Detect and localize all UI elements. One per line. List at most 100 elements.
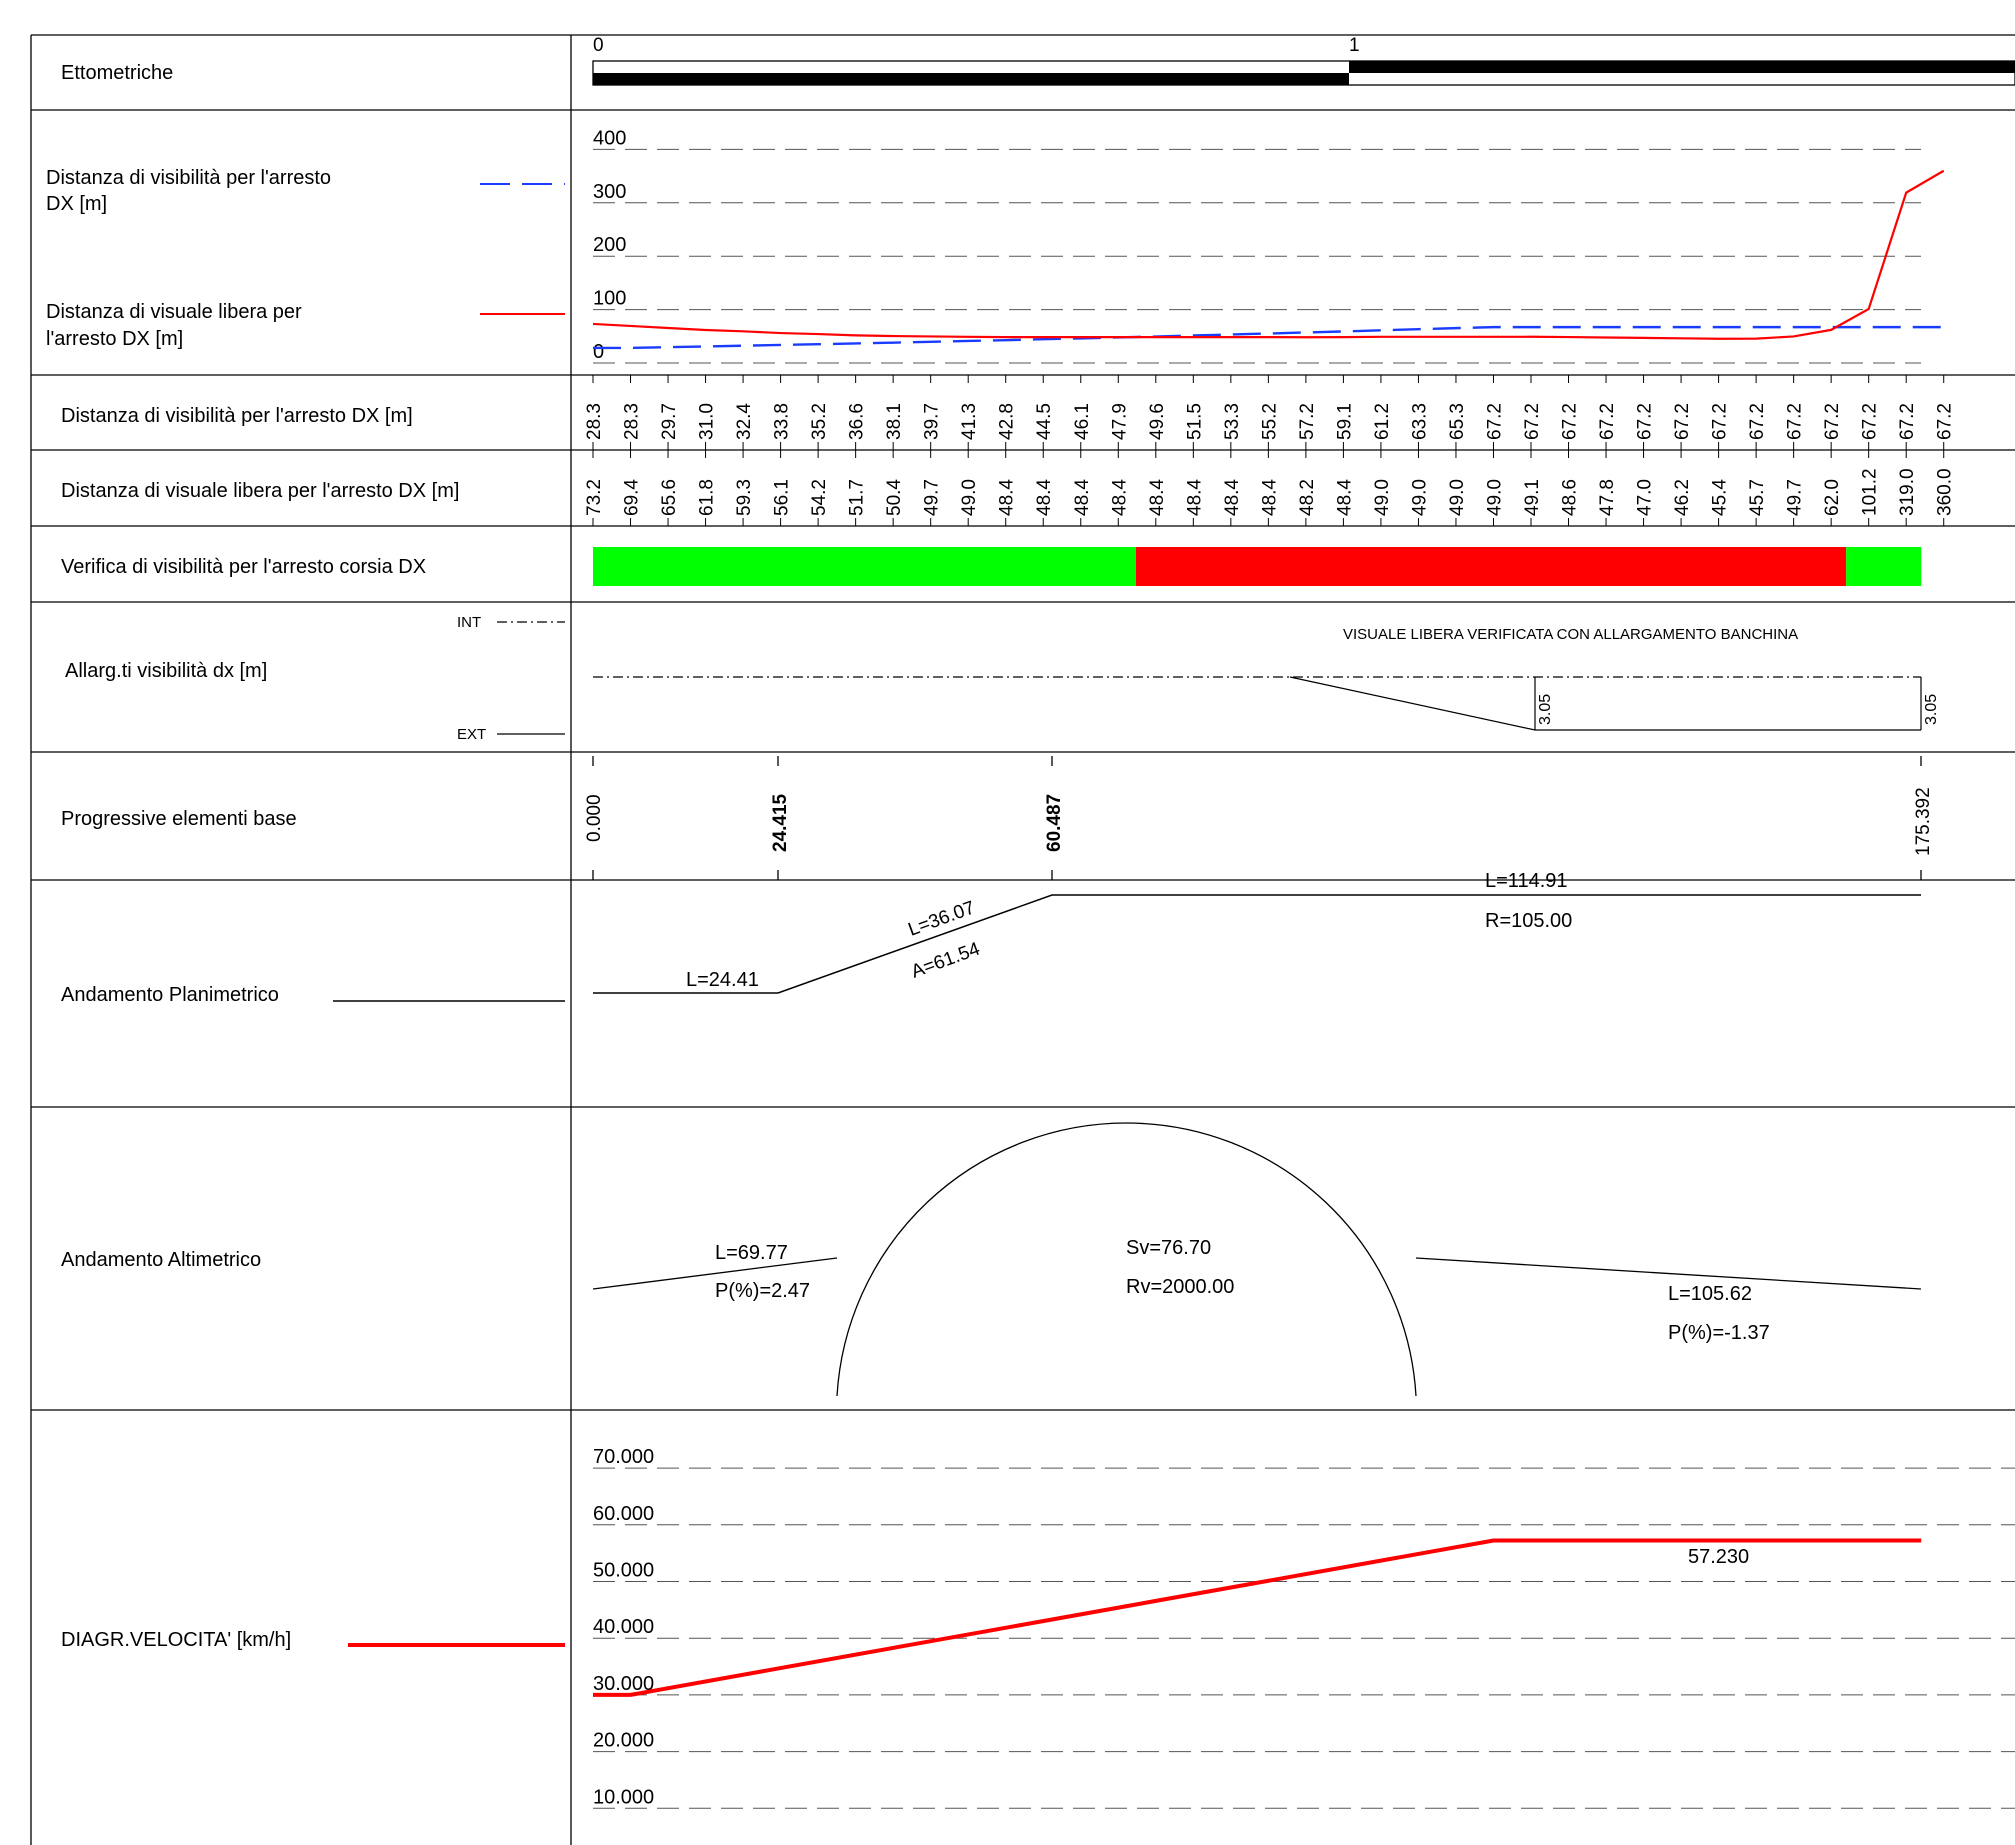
progressive-ticks xyxy=(592,756,1922,880)
stopping-sight-value: 67.2 xyxy=(1560,403,1581,440)
verification-ok-segment xyxy=(1846,547,1922,586)
speed-tick-label: 20.000 xyxy=(593,1730,654,1752)
stopping-sight-value: 32.4 xyxy=(734,403,755,440)
free-sight-value: 48.4 xyxy=(1222,479,1243,516)
stopping-sight-value: 67.2 xyxy=(1747,403,1768,440)
plan-label-curve-radius: R=105.00 xyxy=(1485,910,1572,932)
free-sight-value: 54.2 xyxy=(809,479,830,516)
sight-tick-label: 300 xyxy=(593,181,626,203)
row-verification: Verifica di visibilità per l'arresto cor… xyxy=(61,547,1922,586)
stopping-sight-values: 28.3 28.3 29.7 31.0 32.4 33.8 35.2 36.6 38.1 39.7… xyxy=(584,375,1956,450)
stopping-sight-value: 29.7 xyxy=(659,403,680,440)
legend-free-line1: Distanza di visuale libera per xyxy=(46,301,302,323)
alt-label-length-in: L=69.77 xyxy=(715,1242,788,1264)
free-sight-value: 49.7 xyxy=(1785,479,1806,516)
stopping-sight-value: 57.2 xyxy=(1297,403,1318,440)
speed-tick-label: 60.000 xyxy=(593,1503,654,1525)
speed-plot xyxy=(593,1538,1922,1697)
legend-stopping-line1: Distanza di visibilità per l'arresto xyxy=(46,167,331,189)
stopping-sight-value: 44.5 xyxy=(1034,403,1055,440)
free-sight-value: 69.4 xyxy=(622,479,643,516)
sight-tick-label: 0 xyxy=(593,341,604,363)
free-sight-value: 48.4 xyxy=(1109,479,1130,516)
free-sight-value: 49.0 xyxy=(1484,479,1505,516)
stopping-sight-value: 67.2 xyxy=(1897,403,1918,440)
series-stopping-sight-line xyxy=(593,325,1944,350)
alt-label-grade-in: P(%)=2.47 xyxy=(715,1280,810,1302)
speed-line xyxy=(593,1538,1922,1697)
free-sight-value: 47.0 xyxy=(1635,479,1656,516)
alt-label-sv: Sv=76.70 xyxy=(1126,1237,1211,1259)
free-sight-value: 48.4 xyxy=(1034,479,1055,516)
stopping-sight-value: 42.8 xyxy=(997,403,1018,440)
alt-vertical-curve xyxy=(836,1122,1417,1397)
row-label-widening: Allarg.ti visibilità dx [m] xyxy=(65,660,267,682)
stopping-sight-value: 67.2 xyxy=(1822,403,1843,440)
speed-value-label: 57.230 xyxy=(1688,1546,1749,1568)
stopping-sight-value: 38.1 xyxy=(884,403,905,440)
stopping-sight-value: 67.2 xyxy=(1672,403,1693,440)
progressive-value-3: 175.392 xyxy=(1913,787,1934,856)
ext-label: EXT xyxy=(457,726,486,743)
stopping-sight-value: 39.7 xyxy=(922,403,943,440)
widening-note: VISUALE LIBERA VERIFICATA CON ALLARGAMEN… xyxy=(1343,626,1798,643)
sight-y-axis: 400 300 200 100 0 xyxy=(593,127,1921,364)
row-free-sight: Distanza di visuale libera per l'arresto… xyxy=(61,450,1956,526)
stopping-sight-value: 33.8 xyxy=(772,403,793,440)
alt-label-rv: Rv=2000.00 xyxy=(1126,1276,1234,1298)
speed-tick-label: 40.000 xyxy=(593,1616,654,1638)
verification-bar xyxy=(593,547,1922,586)
free-sight-value: 49.1 xyxy=(1522,479,1543,516)
row-label-verification: Verifica di visibilità per l'arresto cor… xyxy=(61,556,426,578)
stopping-sight-value: 61.2 xyxy=(1372,403,1393,440)
row-label-planimetric: Andamento Planimetrico xyxy=(61,984,279,1006)
row-label-ettometriche: Ettometriche xyxy=(61,62,173,84)
progressive-value-2: 60.487 xyxy=(1044,794,1065,852)
stopping-sight-value: 63.3 xyxy=(1409,403,1430,440)
stopping-sight-value: 35.2 xyxy=(809,403,830,440)
free-sight-values: 73.2 69.4 65.6 61.8 59.3 56.1 54.2 51.7 50.4 49.7… xyxy=(584,450,1956,526)
row-stopping-sight: Distanza di visibilità per l'arresto DX … xyxy=(61,375,1956,450)
free-sight-value: 47.8 xyxy=(1597,479,1618,516)
planimetric-profile xyxy=(593,894,1921,994)
stopping-sight-value: 28.3 xyxy=(622,403,643,440)
free-sight-value: 45.7 xyxy=(1747,479,1768,516)
row-label-stopping-sight: Distanza di visibilità per l'arresto DX … xyxy=(61,405,413,427)
widening-value-1: 3.05 xyxy=(1537,694,1554,725)
free-sight-value: 59.3 xyxy=(734,479,755,516)
stopping-sight-value: 36.6 xyxy=(847,403,868,440)
free-sight-value: 49.0 xyxy=(1372,479,1393,516)
ettometric-bar-segment-1 xyxy=(1349,61,2015,73)
free-sight-value: 49.0 xyxy=(1409,479,1430,516)
free-sight-value: 48.4 xyxy=(1147,479,1168,516)
free-sight-value: 48.6 xyxy=(1560,479,1581,516)
row-widening: Allarg.ti visibilità dx [m] INT EXT VISU… xyxy=(65,614,1940,743)
free-sight-value: 49.0 xyxy=(1447,479,1468,516)
speed-tick-label: 70.000 xyxy=(593,1446,654,1468)
sight-plot xyxy=(592,169,1945,350)
stopping-sight-value: 67.2 xyxy=(1710,403,1731,440)
stopping-sight-value: 55.2 xyxy=(1259,403,1280,440)
row-speed: DIAGR.VELOCITA' [km/h] 70.000 60.000 50.00… xyxy=(61,1446,2015,1809)
speed-tick-label: 30.000 xyxy=(593,1673,654,1695)
legend-stopping-line2: DX [m] xyxy=(46,193,107,215)
free-sight-value: 48.4 xyxy=(1072,479,1093,516)
free-sight-value: 319.0 xyxy=(1897,468,1918,516)
plan-label-curve-length: L=114.91 xyxy=(1485,870,1568,892)
sight-tick-label: 400 xyxy=(593,127,626,149)
stopping-sight-value: 65.3 xyxy=(1447,403,1468,440)
row-altimetric: Andamento Altimetrico L=69.77 P(%)=2.47 … xyxy=(61,1122,1922,1397)
row-planimetric: Andamento Planimetrico L=24.41 L=36.07 A… xyxy=(61,870,1921,1006)
stopping-sight-value: 67.2 xyxy=(1860,403,1881,440)
free-sight-value: 46.2 xyxy=(1672,479,1693,516)
plan-label-line: L=24.41 xyxy=(686,969,759,991)
stopping-sight-value: 67.2 xyxy=(1484,403,1505,440)
ettometric-label-0: 0 xyxy=(593,35,604,56)
free-sight-value: 48.4 xyxy=(1334,479,1355,516)
stopping-sight-value: 47.9 xyxy=(1109,403,1130,440)
row-label-progressive: Progressive elementi base xyxy=(61,808,297,830)
series-free-sight-line xyxy=(592,169,1945,340)
free-sight-value: 360.0 xyxy=(1935,468,1956,516)
stopping-sight-value: 46.1 xyxy=(1072,403,1093,440)
